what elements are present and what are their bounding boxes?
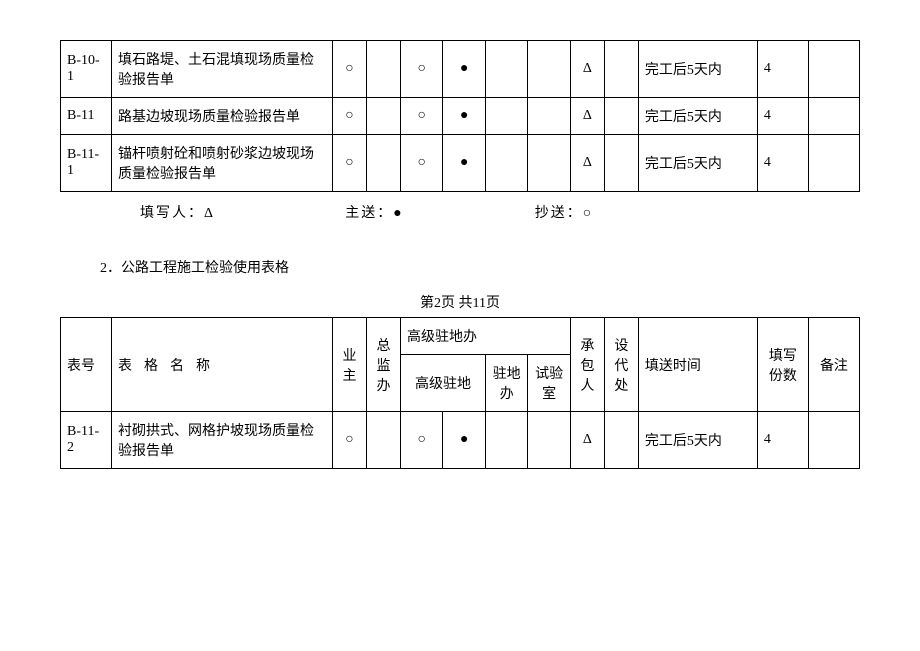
- table-row: B-11路基边坡现场质量检验报告单○○●Δ完工后5天内4: [61, 98, 860, 135]
- cell-c6: [528, 412, 570, 469]
- legend-writer: 填写人：Δ: [140, 206, 214, 221]
- cell-copies: 4: [757, 98, 808, 135]
- cell-c4: ●: [443, 41, 485, 98]
- cell-code: B-11-1: [61, 135, 112, 192]
- cell-copies: 4: [757, 412, 808, 469]
- page-number: 第2页 共11页: [60, 282, 860, 317]
- cell-time: 完工后5天内: [638, 98, 757, 135]
- cell-remark: [808, 135, 859, 192]
- cell-time: 完工后5天内: [638, 41, 757, 98]
- cell-remark: [808, 98, 859, 135]
- col-supervisor: 总监办: [367, 318, 401, 412]
- cell-c7: Δ: [570, 41, 604, 98]
- cell-name: 锚杆喷射砼和喷射砂浆边坡现场质量检验报告单: [112, 135, 333, 192]
- cell-c3: ○: [400, 41, 442, 98]
- col-code: 表号: [61, 318, 112, 412]
- cell-c8: [604, 98, 638, 135]
- cell-c2: [367, 135, 401, 192]
- cell-c3: ○: [400, 412, 442, 469]
- col-designer: 设代处: [604, 318, 638, 412]
- cell-c2: [367, 98, 401, 135]
- col-senior: 高级驻地: [400, 355, 485, 412]
- cell-c1: ○: [333, 41, 367, 98]
- cell-c2: [367, 41, 401, 98]
- col-copies: 填写份数: [757, 318, 808, 412]
- table-header-row-1: 表号 表格名称 业主 总监办 高级驻地办 承包人 设代处 填送时间 填写份数 备…: [61, 318, 860, 355]
- cell-code: B-11-2: [61, 412, 112, 469]
- legend-copy: 抄送：○: [535, 206, 593, 221]
- legend-main: 主送：●: [345, 206, 403, 221]
- cell-c5: [485, 135, 527, 192]
- cell-name: 衬砌拱式、网格护坡现场质量检验报告单: [112, 412, 333, 469]
- legend-line: 填写人：Δ 主送：● 抄送：○: [60, 192, 860, 232]
- table-row: B-11-1锚杆喷射砼和喷射砂浆边坡现场质量检验报告单○○●Δ完工后5天内4: [61, 135, 860, 192]
- cell-c6: [528, 98, 570, 135]
- table-2: 表号 表格名称 业主 总监办 高级驻地办 承包人 设代处 填送时间 填写份数 备…: [60, 317, 860, 469]
- cell-remark: [808, 412, 859, 469]
- col-remark: 备注: [808, 318, 859, 412]
- cell-time: 完工后5天内: [638, 412, 757, 469]
- cell-c5: [485, 98, 527, 135]
- cell-code: B-10-1: [61, 41, 112, 98]
- col-lab: 试验室: [528, 355, 570, 412]
- col-time: 填送时间: [638, 318, 757, 412]
- col-contractor: 承包人: [570, 318, 604, 412]
- col-name: 表格名称: [112, 318, 333, 412]
- cell-code: B-11: [61, 98, 112, 135]
- table-1: B-10-1填石路堤、土石混填现场质量检验报告单○○●Δ完工后5天内4B-11路…: [60, 40, 860, 192]
- cell-c1: ○: [333, 135, 367, 192]
- cell-name: 路基边坡现场质量检验报告单: [112, 98, 333, 135]
- cell-copies: 4: [757, 135, 808, 192]
- cell-c4: ●: [443, 98, 485, 135]
- cell-c7: Δ: [570, 135, 604, 192]
- col-resident: 驻地办: [485, 355, 527, 412]
- cell-c8: [604, 41, 638, 98]
- cell-c4: ●: [443, 135, 485, 192]
- cell-c5: [485, 412, 527, 469]
- cell-c5: [485, 41, 527, 98]
- table-row: B-10-1填石路堤、土石混填现场质量检验报告单○○●Δ完工后5天内4: [61, 41, 860, 98]
- col-senior-group: 高级驻地办: [400, 318, 570, 355]
- cell-c8: [604, 135, 638, 192]
- section-title: 2．公路工程施工检验使用表格: [60, 232, 860, 282]
- cell-copies: 4: [757, 41, 808, 98]
- cell-c3: ○: [400, 98, 442, 135]
- cell-c6: [528, 41, 570, 98]
- cell-c7: Δ: [570, 412, 604, 469]
- cell-c2: [367, 412, 401, 469]
- cell-c4: ●: [443, 412, 485, 469]
- col-owner: 业主: [333, 318, 367, 412]
- cell-c3: ○: [400, 135, 442, 192]
- cell-c1: ○: [333, 412, 367, 469]
- cell-remark: [808, 41, 859, 98]
- cell-time: 完工后5天内: [638, 135, 757, 192]
- cell-c1: ○: [333, 98, 367, 135]
- table-row: B-11-2衬砌拱式、网格护坡现场质量检验报告单○○●Δ完工后5天内4: [61, 412, 860, 469]
- cell-c7: Δ: [570, 98, 604, 135]
- cell-name: 填石路堤、土石混填现场质量检验报告单: [112, 41, 333, 98]
- cell-c6: [528, 135, 570, 192]
- cell-c8: [604, 412, 638, 469]
